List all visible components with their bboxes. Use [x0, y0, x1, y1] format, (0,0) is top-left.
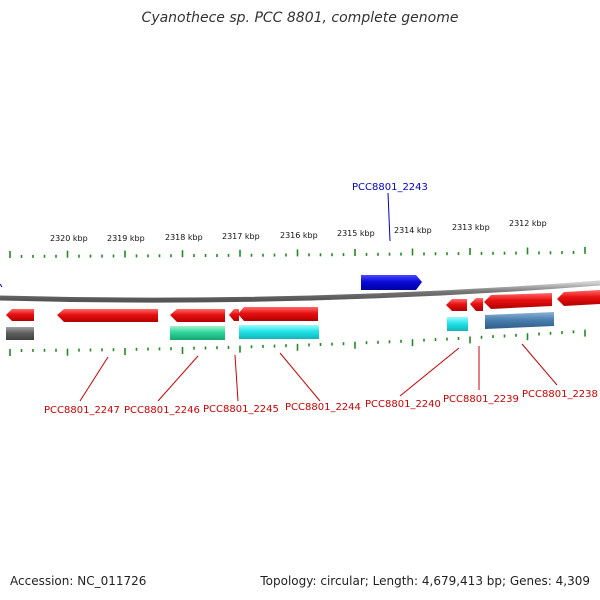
backbone-end-mark [0, 283, 3, 288]
gene-2244-arrow[interactable] [238, 307, 318, 321]
gene-label-2238[interactable]: PCC8801_2238 [522, 389, 598, 400]
feature-box-gray[interactable] [6, 327, 34, 340]
feature-box-teal[interactable] [170, 326, 225, 340]
scale-label-2316: 2316 kbp [280, 231, 318, 240]
gene-label-2246[interactable]: PCC8801_2246 [124, 405, 200, 416]
lower-scale-ticks [9, 329, 586, 356]
gene-2247-arrow[interactable] [57, 309, 158, 322]
feature-box-cyan-2[interactable] [447, 317, 468, 331]
scale-label-2314: 2314 kbp [394, 226, 432, 235]
gene-label-2240[interactable]: PCC8801_2240 [365, 399, 441, 410]
gene-2243-arrow[interactable] [361, 275, 422, 290]
gene-2245-arrow[interactable] [229, 309, 239, 321]
scale-label-2315: 2315 kbp [337, 229, 375, 238]
gene-label-2239[interactable]: PCC8801_2239 [443, 394, 519, 405]
upper-scale-ticks [9, 246, 586, 258]
gene-red-arrow-right[interactable] [557, 290, 600, 306]
connector-2240 [399, 347, 460, 397]
feature-box-cyan-1[interactable] [239, 325, 319, 339]
gene-label-2245[interactable]: PCC8801_2245 [203, 404, 279, 415]
connector-2246 [157, 355, 199, 402]
gene-2239-arrow[interactable] [470, 298, 483, 311]
topology-text: Topology: circular; Length: 4,679,413 bp… [260, 574, 590, 588]
genome-backbone [0, 280, 600, 303]
gene-red-arrow-edge[interactable] [6, 309, 34, 321]
gene-label-2244[interactable]: PCC8801_2244 [285, 402, 361, 413]
scale-label-2317: 2317 kbp [222, 232, 260, 241]
scale-label-2319: 2319 kbp [107, 234, 145, 243]
gene-2240-arrow[interactable] [446, 299, 467, 311]
connector-2238 [521, 343, 558, 386]
connector-2243 [387, 192, 391, 242]
connector-2245 [234, 354, 239, 402]
genome-title: Cyanothece sp. PCC 8801, complete genome [141, 10, 459, 26]
gene-2238-arrow[interactable] [484, 293, 552, 309]
gene-label-2247[interactable]: PCC8801_2247 [44, 405, 120, 416]
accession-text: Accession: NC_011726 [10, 574, 147, 588]
connector-2244 [279, 352, 321, 402]
connector-2247 [79, 356, 109, 402]
gene-label-2243[interactable]: PCC8801_2243 [352, 182, 428, 193]
scale-label-2320: 2320 kbp [50, 234, 88, 243]
scale-label-2312: 2312 kbp [509, 219, 547, 228]
feature-box-steel[interactable] [485, 312, 554, 329]
gene-2246-arrow[interactable] [170, 309, 225, 322]
scale-label-2318: 2318 kbp [165, 233, 203, 242]
scale-label-2313: 2313 kbp [452, 223, 490, 232]
